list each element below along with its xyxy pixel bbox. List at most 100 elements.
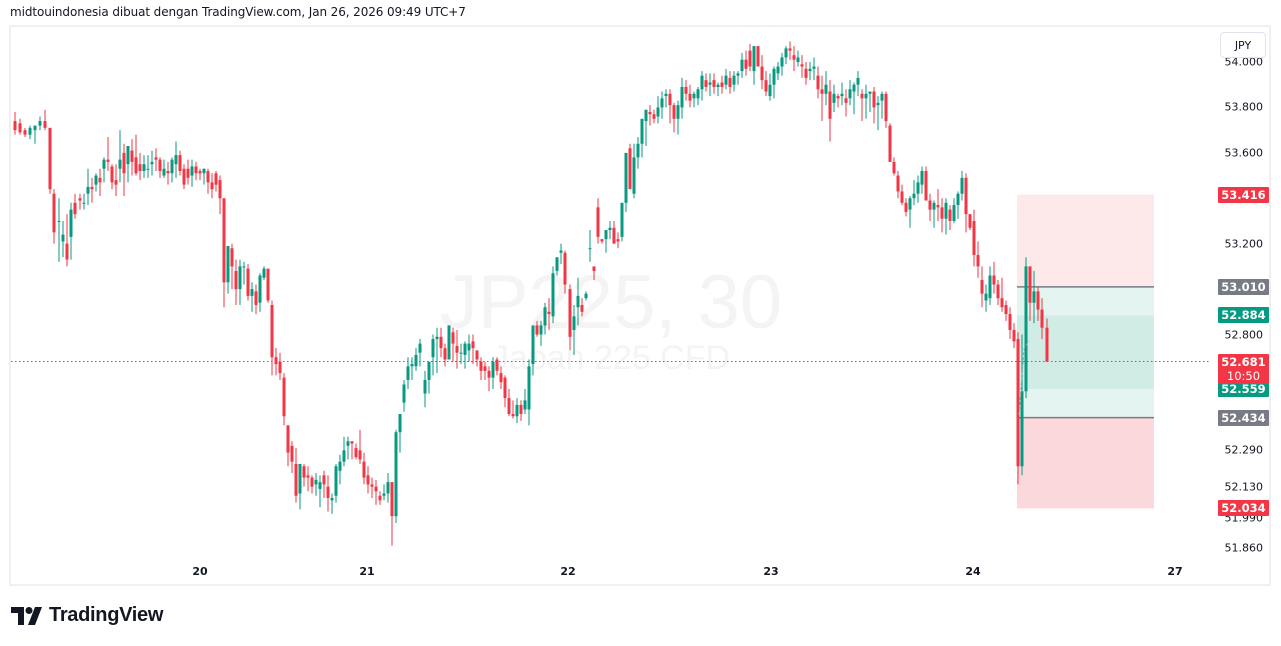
price-axis[interactable]: 54.000 53.800 53.600 53.200 52.800 52.290 52.1… (1211, 27, 1269, 557)
candle-body (808, 68, 812, 72)
candle-body (840, 93, 844, 97)
time-tick: 24 (965, 565, 981, 578)
candle-body (86, 186, 90, 194)
position-zone (1017, 389, 1154, 418)
projection-path (1018, 340, 1030, 416)
candle-body (968, 214, 972, 228)
currency-button[interactable]: JPY (1220, 32, 1266, 58)
candle-body (848, 89, 852, 99)
candle-body (1024, 266, 1028, 392)
candle-body (318, 482, 322, 489)
candle-body (1020, 391, 1024, 467)
candle-body (780, 57, 784, 67)
candle-body (612, 227, 616, 244)
candle-body (704, 80, 708, 87)
candle-body (455, 345, 459, 353)
candle-body (856, 77, 860, 85)
candle-body (936, 205, 940, 208)
candle-body (274, 357, 278, 365)
candle-body (584, 293, 588, 299)
candle-body (924, 171, 928, 201)
candle-body (314, 479, 318, 485)
current-price-value: 52.681 (1221, 354, 1266, 369)
candle-body (162, 168, 166, 176)
candle-body (262, 268, 266, 278)
candlestick-chart (11, 41, 1211, 546)
candle-body (792, 55, 796, 60)
candle-body (580, 304, 584, 312)
candle-body (748, 50, 752, 67)
candle-body (672, 105, 676, 119)
candle-body (523, 400, 527, 410)
candle-body (65, 243, 69, 260)
candle-body (543, 307, 547, 326)
time-tick: 21 (359, 565, 375, 578)
candle-body (286, 425, 290, 453)
candle-body (716, 84, 720, 87)
candle-body (226, 245, 230, 283)
candle-body (644, 109, 648, 122)
tradingview-logo[interactable]: TradingView (11, 604, 163, 627)
candle-body (632, 157, 636, 194)
candle-body (515, 404, 519, 417)
candle-body (491, 361, 495, 378)
candle-body (656, 107, 660, 117)
candle-body (146, 168, 150, 170)
candle-body (418, 343, 422, 353)
candle-body (724, 75, 728, 85)
candle-body (884, 93, 888, 122)
candle-body (507, 398, 511, 415)
candle-body (475, 350, 479, 360)
candle-body (69, 209, 73, 237)
candle-body (447, 325, 451, 360)
candle-body (976, 255, 980, 267)
candle-body (980, 280, 984, 294)
candle-body (82, 202, 86, 204)
time-tick: 22 (560, 565, 576, 578)
bottom-price-label: 52.034 (1218, 500, 1269, 517)
candle-body (230, 248, 234, 267)
candle-body (130, 150, 134, 162)
candle-body (916, 182, 920, 194)
candle-body (206, 171, 210, 183)
candle-body (38, 121, 42, 126)
chart-plot-area[interactable]: JP225, 30 Japan 225 CFD (11, 27, 1211, 557)
candle-body (1032, 291, 1036, 303)
candle-body (764, 80, 768, 92)
candle-body (868, 91, 872, 94)
candle-body (624, 152, 628, 203)
candle-body (463, 343, 467, 355)
candle-body (57, 220, 61, 222)
candle-body (1004, 304, 1008, 315)
candle-body (684, 86, 688, 94)
candle-body (435, 336, 439, 340)
candle-body (202, 168, 206, 174)
time-axis[interactable]: 20 21 22 23 24 27 (11, 557, 1211, 584)
candle-body (688, 93, 692, 101)
candle-body (234, 270, 238, 290)
chart-frame (9, 25, 1271, 586)
position-zone (1017, 315, 1154, 390)
candle-body (920, 171, 924, 185)
candle-body (636, 143, 640, 158)
candle-body (214, 173, 218, 185)
candle-body (362, 461, 366, 478)
candle-body (940, 207, 944, 219)
candle-body (948, 209, 952, 221)
candle-body (354, 448, 358, 458)
candle-body (410, 364, 414, 367)
candle-body (266, 268, 270, 301)
candle-body (772, 68, 776, 85)
candle-body (563, 252, 567, 285)
candle-body (864, 93, 868, 99)
candle-body (944, 202, 948, 219)
candle-body (1012, 329, 1016, 342)
candle-body (78, 198, 82, 201)
candle-body (73, 202, 77, 215)
candle-body (138, 164, 142, 172)
candle-body (406, 366, 410, 380)
candle-body (796, 57, 800, 62)
candle-body (596, 207, 600, 237)
candle-body (880, 93, 884, 101)
price-tick: 53.200 (1224, 237, 1264, 251)
